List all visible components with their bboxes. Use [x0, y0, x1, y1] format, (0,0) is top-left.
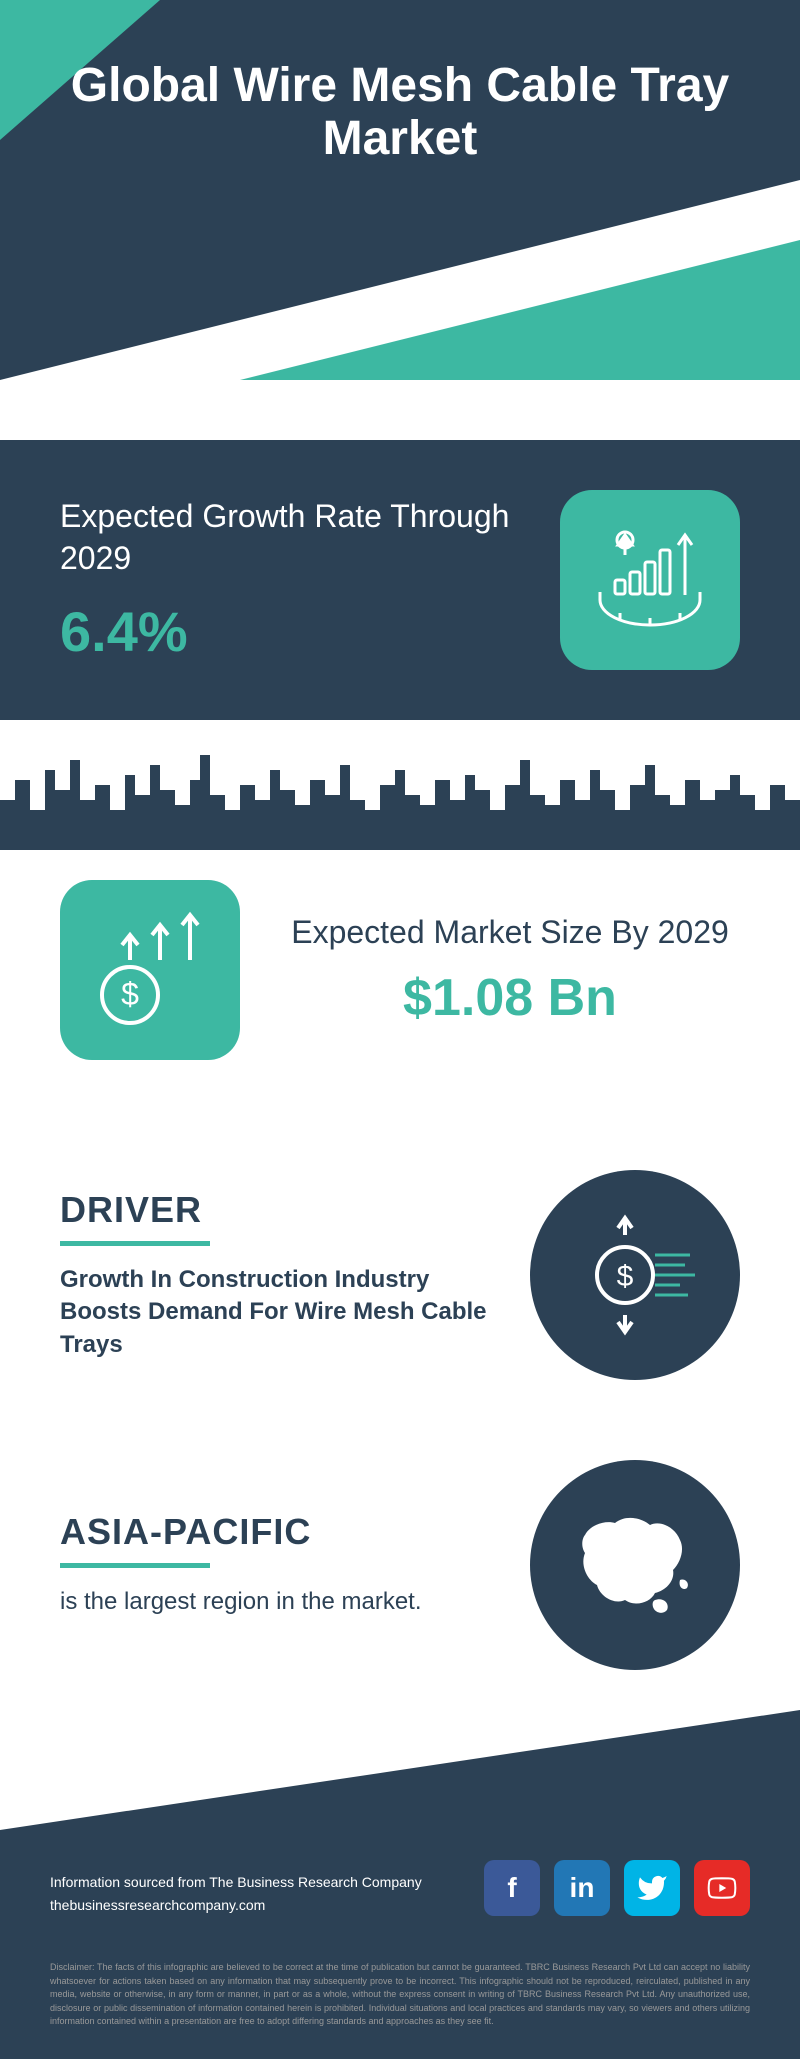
youtube-icon[interactable] — [694, 1860, 750, 1916]
skyline-decor — [0, 720, 800, 850]
linkedin-icon[interactable]: in — [554, 1860, 610, 1916]
source-text: Information sourced from The Business Re… — [50, 1871, 422, 1893]
source-url: thebusinessresearchcompany.com — [50, 1894, 422, 1916]
market-size-value: $1.08 Bn — [280, 968, 740, 1028]
footer-area: Information sourced from The Business Re… — [0, 1710, 800, 2059]
growth-rate-label: Expected Growth Rate Through 2029 — [60, 496, 560, 579]
social-links: f in — [484, 1860, 750, 1916]
disclaimer-text: Disclaimer: The facts of this infographi… — [0, 1946, 800, 2059]
spacer — [0, 380, 800, 440]
globe-chart-icon — [560, 490, 740, 670]
growth-rate-text: Expected Growth Rate Through 2029 6.4% — [60, 496, 560, 664]
dollar-growth-icon: $ — [60, 880, 240, 1060]
header: Global Wire Mesh Cable Tray Market — [0, 0, 800, 380]
region-section: ASIA-PACIFIC is the largest region in th… — [0, 1420, 800, 1710]
decor-triangle — [0, 1710, 800, 1830]
growth-rate-panel: Expected Growth Rate Through 2029 6.4% — [0, 440, 800, 720]
region-text: ASIA-PACIFIC is the largest region in th… — [60, 1511, 490, 1618]
underline — [60, 1241, 210, 1246]
market-size-text: Expected Market Size By 2029 $1.08 Bn — [280, 912, 740, 1029]
infographic-root: Global Wire Mesh Cable Tray Market Expec… — [0, 0, 800, 2059]
footer: Information sourced from The Business Re… — [0, 1830, 800, 1946]
asia-map-icon — [530, 1460, 740, 1670]
growth-rate-value: 6.4% — [60, 599, 560, 664]
market-size-label: Expected Market Size By 2029 — [280, 912, 740, 954]
twitter-icon[interactable] — [624, 1860, 680, 1916]
market-size-panel: $ Expected Market Size By 2029 $1.08 Bn — [0, 850, 800, 1130]
underline — [60, 1563, 210, 1568]
svg-text:$: $ — [617, 1260, 634, 1293]
driver-section: DRIVER Growth In Construction Industry B… — [0, 1130, 800, 1420]
region-title: ASIA-PACIFIC — [60, 1511, 490, 1553]
dollar-cycle-icon: $ — [530, 1170, 740, 1380]
svg-text:$: $ — [121, 976, 139, 1012]
main-title: Global Wire Mesh Cable Tray Market — [0, 0, 800, 166]
driver-text: DRIVER Growth In Construction Industry B… — [60, 1189, 490, 1361]
driver-body: Growth In Construction Industry Boosts D… — [60, 1264, 490, 1361]
driver-title: DRIVER — [60, 1189, 490, 1231]
decor-triangle — [240, 240, 800, 380]
region-body: is the largest region in the market. — [60, 1586, 490, 1618]
facebook-icon[interactable]: f — [484, 1860, 540, 1916]
footer-info: Information sourced from The Business Re… — [50, 1871, 422, 1916]
